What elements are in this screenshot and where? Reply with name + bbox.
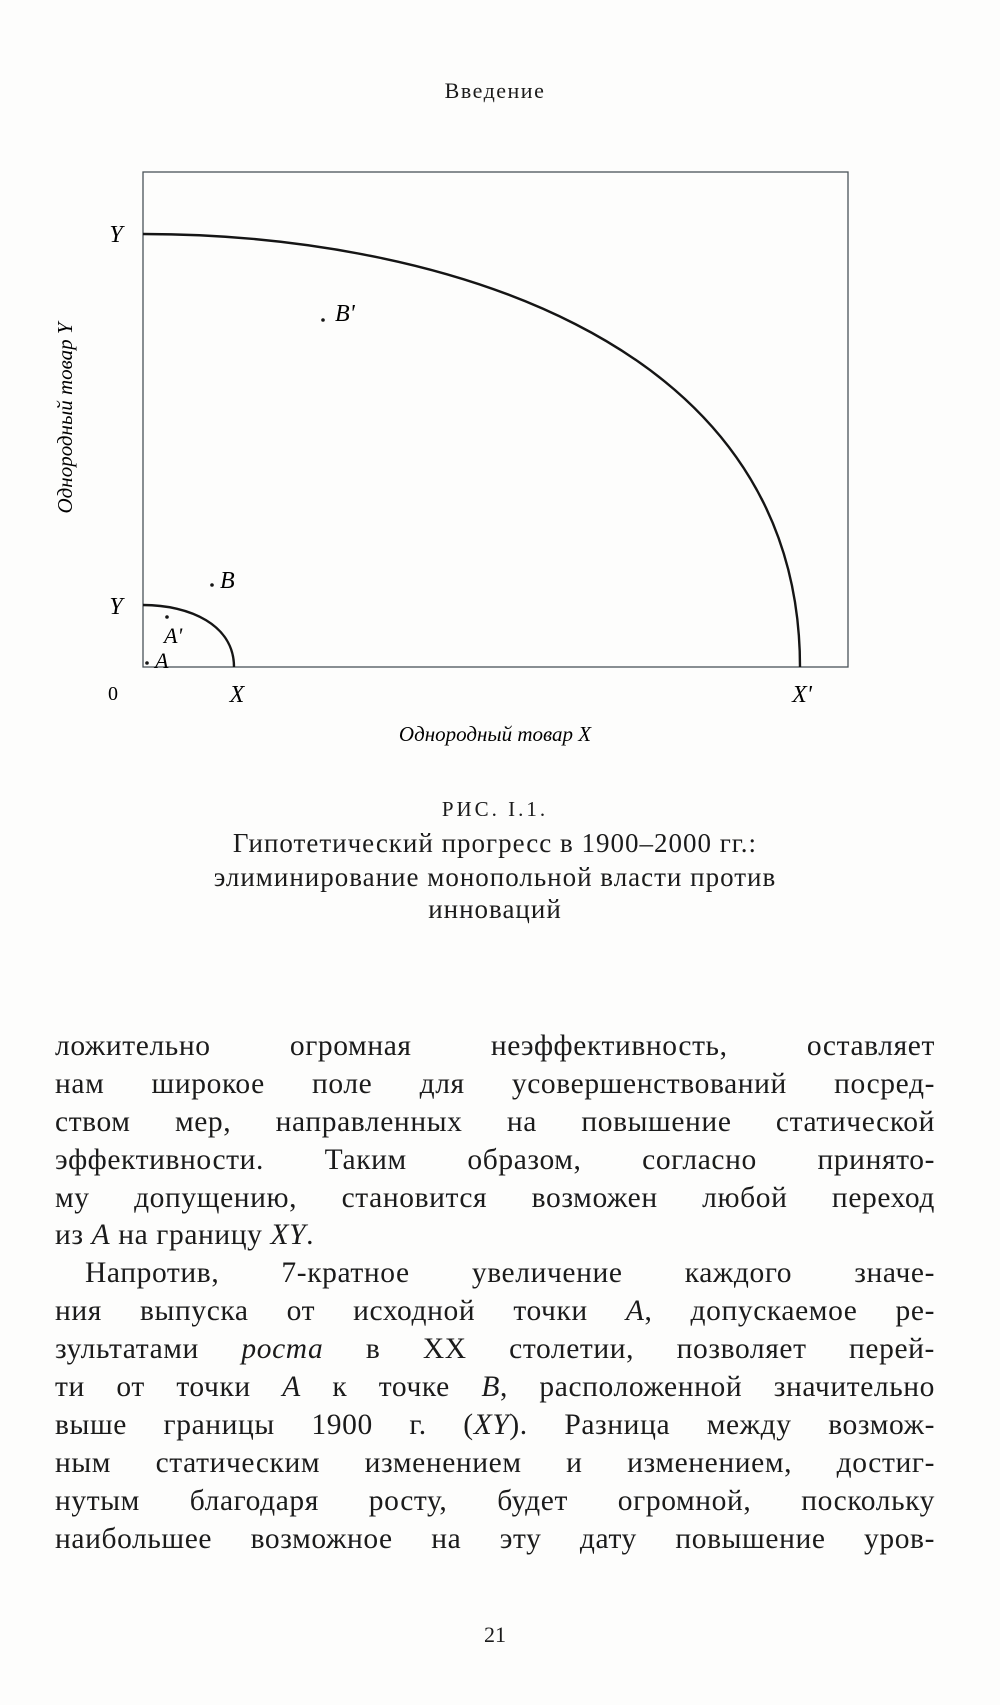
text-run: . xyxy=(306,1219,315,1252)
y-small-label: Y xyxy=(109,594,125,620)
body-line: зультатами роста в XX столетии, позволяе… xyxy=(55,1331,935,1369)
plot-frame xyxy=(142,171,849,668)
italic-term: роста xyxy=(241,1333,324,1366)
point-b-marker xyxy=(210,583,214,587)
point-a-label: A xyxy=(153,648,169,673)
body-line: из A на границу XY. xyxy=(55,1217,935,1255)
text-run: эффективности. Таким образом, согласно п… xyxy=(55,1143,935,1176)
body-line: нам широкое поле для усовершенствований … xyxy=(55,1066,935,1104)
italic-term: B xyxy=(481,1371,500,1404)
point-a-marker xyxy=(145,661,149,665)
text-run: к точке xyxy=(300,1371,482,1404)
italic-term: A xyxy=(91,1219,111,1252)
x-small-label: X xyxy=(229,682,246,708)
point-b-prime-marker xyxy=(321,318,325,322)
body-text: ложительно огромная неэффективность, ост… xyxy=(55,1028,935,1558)
figure-number: РИС. I.1. xyxy=(441,797,549,821)
body-line: Напротив, 7-кратное увеличение каждого з… xyxy=(55,1255,935,1293)
point-b-label: B xyxy=(220,568,235,594)
text-run: в XX столетии, позволяет перей- xyxy=(323,1333,935,1366)
text-run: ти от точки xyxy=(55,1371,283,1404)
text-run: наибольшее возможное на эту дату повышен… xyxy=(55,1522,935,1555)
running-head: Введение xyxy=(444,78,546,103)
body-line: ложительно огромная неэффективность, ост… xyxy=(55,1028,935,1066)
page-number: 21 xyxy=(484,1622,506,1647)
italic-term: XY xyxy=(270,1219,307,1252)
body-line: ния выпуска от исходной точки A, допуска… xyxy=(55,1293,935,1331)
body-line: выше границы 1900 г. (XY). Разница между… xyxy=(55,1407,935,1445)
text-run: ложительно огромная неэффективность, ост… xyxy=(55,1030,935,1062)
x-large-label: X' xyxy=(791,682,813,708)
frontier-1900-curve xyxy=(142,603,236,668)
body-line: ством мер, направленных на повышение ста… xyxy=(55,1104,935,1142)
figure-caption-line: элиминирование монопольной власти против xyxy=(213,862,777,892)
figure-caption-line: Гипотетический прогресс в 1900–2000 гг.: xyxy=(232,828,758,858)
text-run: ством мер, направленных на повышение ста… xyxy=(55,1105,935,1138)
text-run: ния выпуска от исходной точки xyxy=(55,1295,626,1328)
text-run: нутым благодаря росту, будет огромной, п… xyxy=(55,1484,935,1517)
text-run: , допускаемое ре- xyxy=(644,1295,936,1328)
point-b-prime-label: B' xyxy=(335,301,356,327)
text-run: ным статическим изменением и изменением,… xyxy=(55,1446,935,1479)
italic-term: XY xyxy=(473,1408,510,1441)
text-run: Напротив, 7-кратное увеличение каждого з… xyxy=(85,1257,935,1290)
x-axis-label: Однородный товар X xyxy=(399,722,592,746)
frontier-2000-curve xyxy=(142,232,802,668)
text-run: му допущению, становится возможен любой … xyxy=(55,1181,935,1214)
point-a-prime-label: A' xyxy=(162,623,182,648)
text-run: ). Разница между возмож- xyxy=(509,1408,935,1441)
figure-caption-line: инноваций xyxy=(428,894,562,924)
origin-label: 0 xyxy=(108,683,118,705)
body-line: ным статическим изменением и изменением,… xyxy=(55,1445,935,1483)
body-line: ти от точки A к точке B, расположенной з… xyxy=(55,1369,935,1407)
text-run: зультатами xyxy=(55,1333,242,1366)
body-line: наибольшее возможное на эту дату повышен… xyxy=(55,1521,935,1559)
body-line: эффективности. Таким образом, согласно п… xyxy=(55,1142,935,1180)
y-axis-label: Однородный товар Y xyxy=(53,320,77,513)
text-run: выше границы 1900 г. ( xyxy=(55,1408,474,1441)
point-a-prime-marker xyxy=(165,615,169,619)
y-large-label: Y xyxy=(109,222,125,248)
text-run: нам широкое поле для усовершенствований … xyxy=(55,1067,935,1100)
italic-term: A xyxy=(282,1371,301,1404)
text-run: на границу xyxy=(110,1219,271,1252)
body-line: му допущению, становится возможен любой … xyxy=(55,1180,935,1218)
text-run: , расположенной значительно xyxy=(499,1371,936,1404)
body-line: нутым благодаря росту, будет огромной, п… xyxy=(55,1483,935,1521)
italic-term: A xyxy=(625,1295,645,1328)
text-run: из xyxy=(55,1219,92,1252)
production-frontier-diagram: Однородный товар Y Однородный товар X 0 … xyxy=(53,171,849,746)
